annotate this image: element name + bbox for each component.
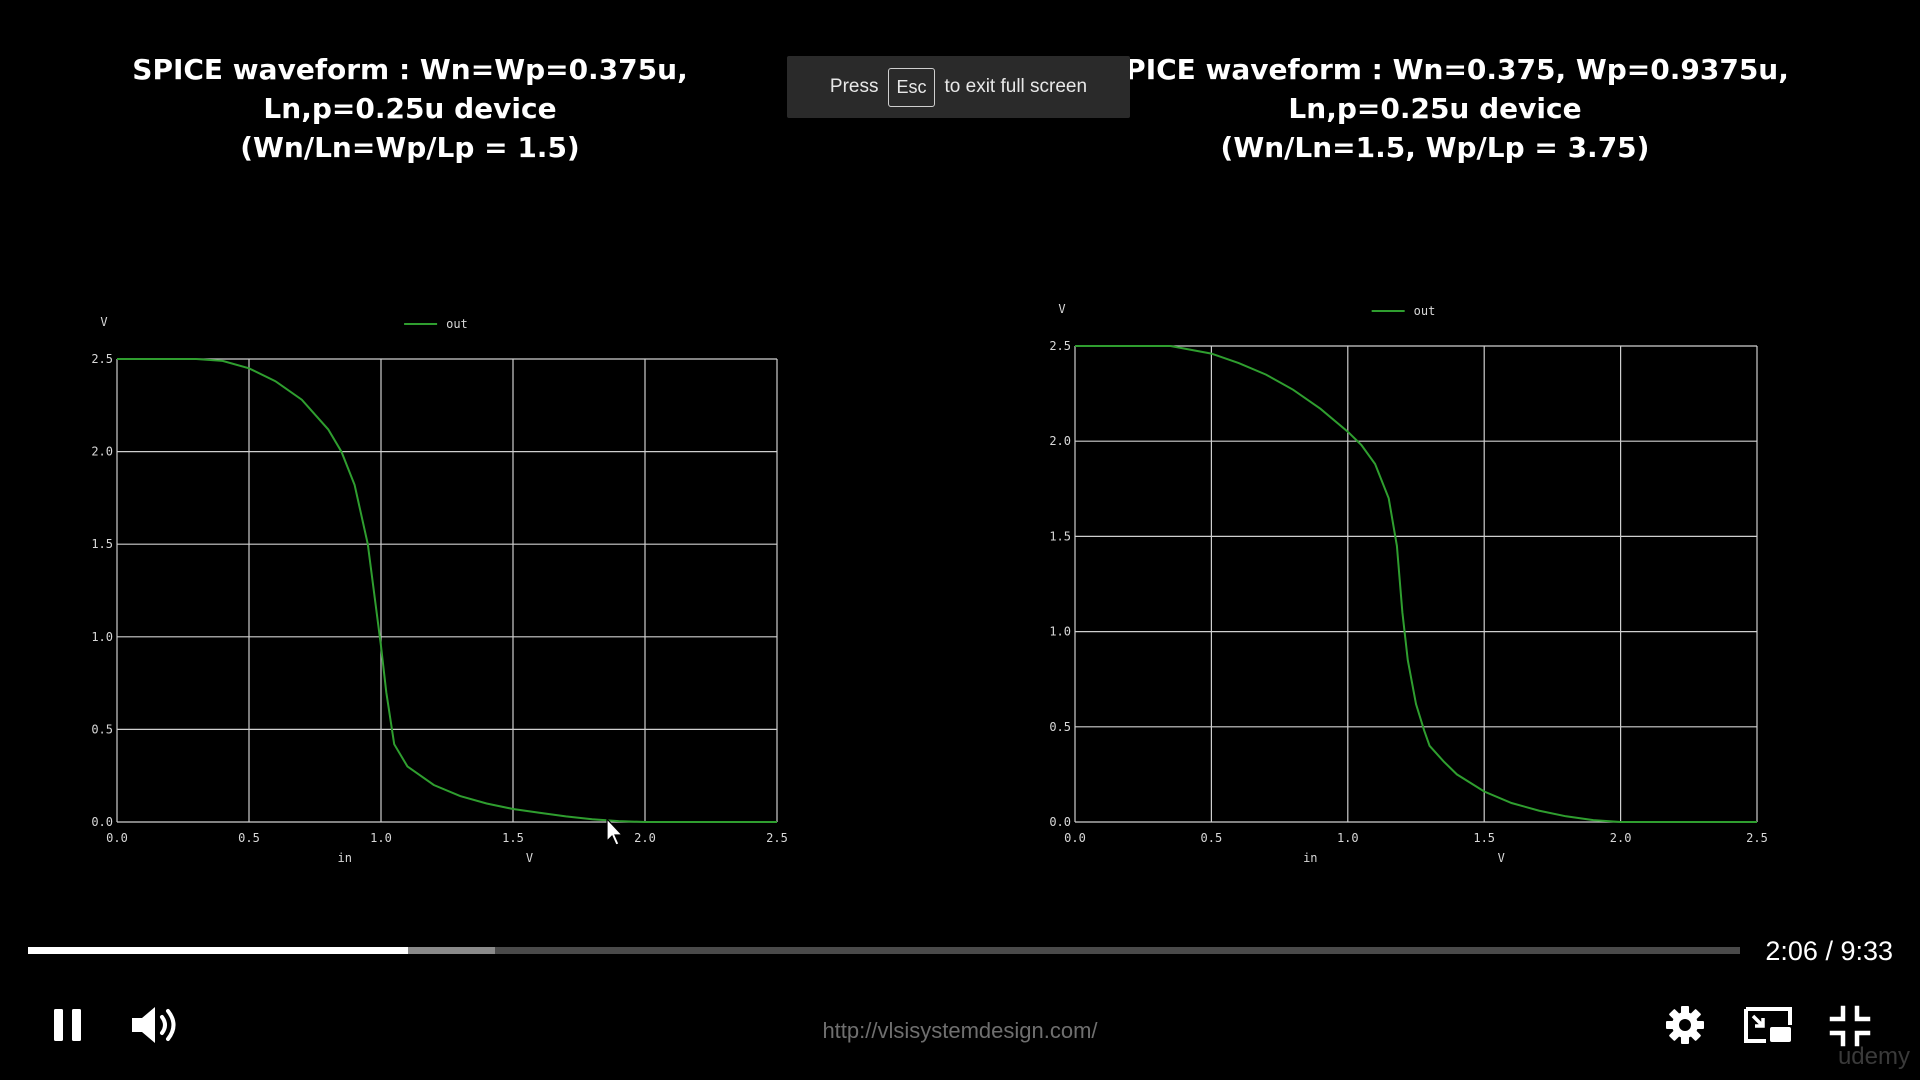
x-tick-label: 0.5 — [238, 831, 260, 845]
picture-in-picture-button[interactable] — [1742, 1005, 1794, 1045]
y-tick-label: 1.0 — [1049, 625, 1071, 639]
x-axis-label: in — [1303, 851, 1317, 865]
x-tick-label: 0.5 — [1201, 831, 1223, 845]
x-axis-unit-label: V — [526, 851, 533, 865]
y-tick-label: 1.5 — [1049, 529, 1071, 543]
series-line-out — [117, 358, 777, 823]
exit-fullscreen-button[interactable] — [1829, 1005, 1871, 1047]
x-tick-label: 1.5 — [502, 831, 524, 845]
x-tick-label: 1.0 — [1337, 831, 1359, 845]
legend-label: out — [446, 317, 468, 331]
title-left-line-1: SPICE waveform : Wn=Wp=0.375u, — [132, 53, 688, 86]
y-tick-label: 0.0 — [1049, 815, 1071, 829]
settings-button[interactable] — [1664, 1004, 1706, 1046]
course-url: http://vlsisystemdesign.com/ — [822, 1018, 1098, 1043]
x-axis-unit-label: V — [1498, 851, 1505, 865]
title-right-line-1: SPICE waveform : Wn=0.375, Wp=0.9375u, — [1105, 53, 1789, 86]
banner-rest-text: to exit full screen — [944, 76, 1088, 97]
title-right-line-3: (Wn/Ln=1.5, Wp/Lp = 3.75) — [1220, 131, 1650, 164]
y-tick-label: 1.5 — [91, 537, 113, 551]
y-tick-label: 2.0 — [1049, 434, 1071, 448]
title-left-line-2: Ln,p=0.25u device — [263, 92, 557, 125]
esc-key-badge: Esc — [888, 67, 935, 107]
y-axis-unit-label: V — [1058, 302, 1065, 316]
x-axis-label: in — [337, 851, 351, 865]
y-tick-label: 0.5 — [91, 722, 113, 736]
mouse-cursor-icon — [606, 818, 624, 846]
title-right-line-2: Ln,p=0.25u device — [1288, 92, 1582, 125]
pause-button[interactable] — [48, 1003, 88, 1047]
x-tick-label: 1.0 — [370, 831, 392, 845]
exit-fullscreen-icon — [1829, 1005, 1871, 1047]
slide-title-right: SPICE waveform : Wn=0.375, Wp=0.9375u, L… — [1105, 50, 1789, 167]
video-progress-bar[interactable] — [28, 947, 1740, 954]
waveform-chart-left: 0.0 0.5 1.0 1.5 2.0 2.5 0.0 0.5 1.0 1.5 2.0 2.5 Vin V… — [91, 315, 788, 865]
udemy-watermark: udemy — [1837, 1043, 1910, 1070]
legend-label: out — [1414, 304, 1436, 318]
x-tick-label: 2.0 — [634, 831, 656, 845]
pause-icon — [54, 1009, 81, 1041]
time-display: 2:06 / 9:33 — [1765, 936, 1893, 966]
series-line-out — [1075, 345, 1757, 823]
y-tick-label: 2.0 — [91, 445, 113, 459]
y-tick-label: 2.5 — [1049, 339, 1071, 353]
x-tick-label: 1.5 — [1473, 831, 1495, 845]
x-tick-label: 2.0 — [1610, 831, 1632, 845]
x-tick-label: 0.0 — [106, 831, 128, 845]
x-tick-label: 2.5 — [766, 831, 788, 845]
y-tick-label: 1.0 — [91, 630, 113, 644]
y-tick-label: 2.5 — [91, 352, 113, 366]
volume-button[interactable] — [128, 1003, 186, 1047]
title-left-line-3: (Wn/Ln=Wp/Lp = 1.5) — [240, 131, 580, 164]
slide-title-left: SPICE waveform : Wn=Wp=0.375u, Ln,p=0.25… — [80, 50, 740, 167]
settings-icon — [1666, 1006, 1704, 1044]
y-tick-label: 0.0 — [91, 815, 113, 829]
waveform-chart-right: 0.0 0.5 1.0 1.5 2.0 2.5 0.0 0.5 1.0 1.5 2.0 2.5 Vin V… — [1049, 302, 1768, 865]
y-axis-unit-label: V — [100, 315, 107, 329]
progress-played — [28, 947, 409, 954]
y-tick-label: 0.5 — [1049, 720, 1071, 734]
picture-in-picture-icon — [1744, 1007, 1792, 1043]
x-tick-label: 0.0 — [1064, 831, 1086, 845]
fullscreen-exit-banner: Press Esc to exit full screen — [787, 56, 1130, 118]
x-tick-label: 2.5 — [1746, 831, 1768, 845]
volume-icon — [132, 1007, 176, 1043]
banner-press-text: Press — [829, 76, 879, 97]
